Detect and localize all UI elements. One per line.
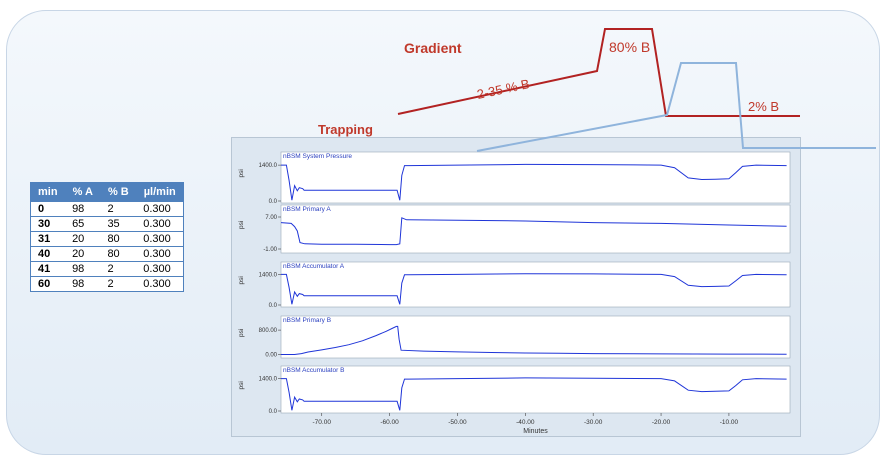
table-cell: 20 — [65, 246, 101, 262]
table-row: 0 98 2 0.300 — [30, 201, 184, 217]
gradient-title: Gradient — [404, 40, 462, 56]
y-tick-label: 0.0 — [269, 409, 278, 415]
table-header: min — [30, 182, 66, 202]
table-row: 60 98 2 0.300 — [30, 276, 184, 292]
panel-ylabel: psi — [238, 276, 245, 284]
panel-plot-area — [280, 365, 791, 414]
table-cell: 31 — [30, 231, 66, 247]
x-tick-label: -20.00 — [652, 419, 671, 426]
series-line — [281, 325, 787, 355]
x-tick-label: -40.00 — [516, 419, 535, 426]
series-line — [280, 217, 787, 246]
table-cell: 20 — [65, 231, 101, 247]
y-tick-label: 0.00 — [265, 352, 277, 358]
table-header-row: min % A % B µl/min — [30, 182, 184, 202]
x-tick-label: -50.00 — [448, 419, 467, 426]
table-cell: 40 — [30, 246, 66, 262]
table-cell: 2 — [100, 276, 137, 292]
panel-plot-area — [280, 315, 791, 359]
x-axis-label: Minutes — [523, 428, 548, 435]
x-tick-label: -30.00 — [584, 419, 603, 426]
table-header: % B — [99, 182, 137, 202]
x-tick-label: -10.00 — [720, 419, 739, 426]
table-cell: 0.300 — [136, 216, 184, 232]
table-row: 40 20 80 0.300 — [30, 246, 184, 262]
x-tick-label: -60.00 — [380, 419, 399, 426]
panel-title: nBSM System Pressure — [283, 153, 352, 160]
series-line — [281, 273, 787, 305]
trapping-profile-line — [476, 62, 876, 152]
gradient-low-label: 2% B — [748, 99, 779, 114]
table-cell: 0.300 — [136, 231, 184, 247]
table-cell: 0.300 — [136, 276, 184, 292]
table-cell: 60 — [30, 276, 66, 292]
table-cell: 80 — [100, 246, 137, 262]
table-header: µl/min — [135, 182, 184, 202]
table-row: 31 20 80 0.300 — [30, 231, 184, 247]
gradient-profile-line — [397, 28, 800, 117]
y-tick-label: 0.0 — [269, 303, 278, 309]
table-cell: 80 — [100, 231, 137, 247]
series-line — [281, 163, 787, 201]
table-cell: 0 — [30, 201, 66, 217]
x-tick-label: -70.00 — [313, 419, 332, 426]
panel-title: nBSM Accumulator A — [283, 263, 345, 270]
table-cell: 2 — [100, 201, 137, 217]
panel-title: nBSM Accumulator B — [283, 367, 344, 374]
series-line — [281, 377, 787, 411]
panel-plot-area — [280, 204, 791, 254]
y-tick-label: -1.00 — [263, 247, 277, 253]
table-header: % A — [64, 182, 101, 202]
table-cell: 65 — [65, 216, 101, 232]
panel-plot-area — [280, 151, 791, 204]
panel-title: nBSM Primary A — [283, 206, 331, 213]
y-tick-label: 7.00 — [265, 215, 277, 221]
table-cell: 98 — [65, 261, 101, 277]
gradient-ramp-label: 2-35 % B — [476, 76, 531, 102]
panel-ylabel: psi — [238, 169, 245, 177]
table-cell: 2 — [100, 261, 137, 277]
y-tick-label: 800.00 — [259, 328, 278, 334]
table-cell: 0.300 — [136, 201, 184, 217]
trapping-title: Trapping — [318, 122, 373, 137]
table-cell: 98 — [65, 276, 101, 292]
y-tick-label: 1400.0 — [259, 377, 278, 383]
panel-ylabel: psi — [238, 381, 245, 389]
table-cell: 98 — [65, 201, 101, 217]
panel-title: nBSM Primary B — [283, 317, 331, 324]
y-tick-label: 1400.0 — [259, 163, 278, 169]
y-tick-label: 0.0 — [269, 199, 278, 205]
panel-ylabel: psi — [238, 329, 245, 337]
gradient-table: min % A % B µl/min 0 98 2 0.300 30 65 35… — [30, 182, 184, 292]
table-row: 41 98 2 0.300 — [30, 261, 184, 277]
y-tick-label: 1400.0 — [259, 272, 278, 278]
panel-ylabel: psi — [238, 221, 245, 229]
table-cell: 30 — [30, 216, 66, 232]
table-cell: 0.300 — [136, 246, 184, 262]
table-cell: 41 — [30, 261, 66, 277]
panel-plot-area — [280, 261, 791, 308]
table-cell: 0.300 — [136, 261, 184, 277]
gradient-high-label: 80% B — [609, 39, 650, 55]
table-row: 30 65 35 0.300 — [30, 216, 184, 232]
table-cell: 35 — [100, 216, 137, 232]
